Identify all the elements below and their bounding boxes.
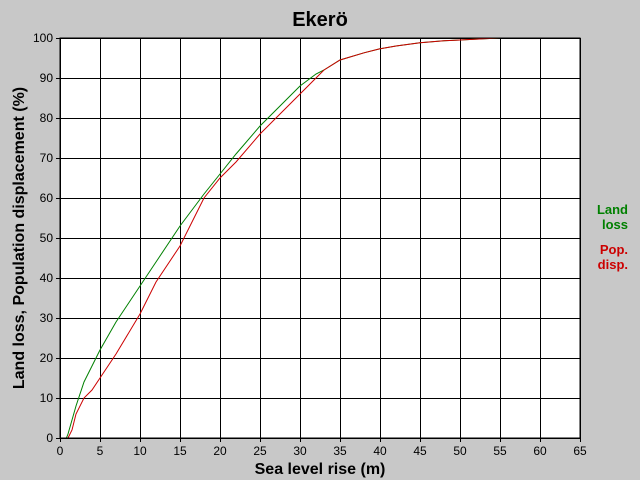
x-tick-label-2: 10 — [133, 444, 147, 458]
x-tick-label-8: 40 — [373, 444, 387, 458]
x-tick-labels: 0 5 10 15 20 25 30 35 40 45 50 55 60 65 — [57, 444, 587, 458]
y-tick-label-6: 60 — [40, 191, 54, 205]
x-tick-label-7: 35 — [333, 444, 347, 458]
x-tick-label-12: 60 — [533, 444, 547, 458]
x-tick-label-6: 30 — [293, 444, 307, 458]
series-line-1 — [67, 37, 580, 439]
y-tick-label-8: 80 — [40, 111, 54, 125]
chart-title: Ekerö — [292, 9, 348, 31]
x-tick-label-9: 45 — [413, 444, 427, 458]
y-tick-label-2: 20 — [40, 351, 54, 365]
legend-entry-0-line-1: loss — [602, 217, 628, 232]
legend-entry-0-line-0: Land — [597, 202, 628, 217]
x-tick-label-11: 55 — [493, 444, 507, 458]
y-tick-label-10: 100 — [33, 31, 53, 45]
legend-entry-1-line-1: disp. — [598, 257, 628, 272]
x-tick-label-0: 0 — [57, 444, 64, 458]
x-tick-label-1: 5 — [97, 444, 104, 458]
x-tick-label-5: 25 — [253, 444, 267, 458]
y-tick-label-1: 10 — [40, 391, 54, 405]
x-tick-label-10: 50 — [453, 444, 467, 458]
x-axis-label: Sea level rise (m) — [255, 461, 386, 478]
x-tick-label-13: 65 — [573, 444, 587, 458]
y-tick-labels: 0 10 20 30 40 50 60 70 80 90 100 — [33, 31, 53, 445]
y-tick-label-4: 40 — [40, 271, 54, 285]
y-tick-label-9: 90 — [40, 71, 54, 85]
y-tick-label-7: 70 — [40, 151, 54, 165]
series-lines — [65, 37, 580, 439]
x-tick-label-4: 20 — [213, 444, 227, 458]
y-axis-label: Land loss, Population displacement (%) — [11, 87, 28, 389]
y-tick-label-0: 0 — [46, 431, 53, 445]
y-tick-label-3: 30 — [40, 311, 54, 325]
legend-entry-1-line-0: Pop. — [600, 242, 628, 257]
y-tick-label-5: 50 — [40, 231, 54, 245]
plot-frame — [59, 37, 581, 439]
x-tick-label-3: 15 — [173, 444, 187, 458]
